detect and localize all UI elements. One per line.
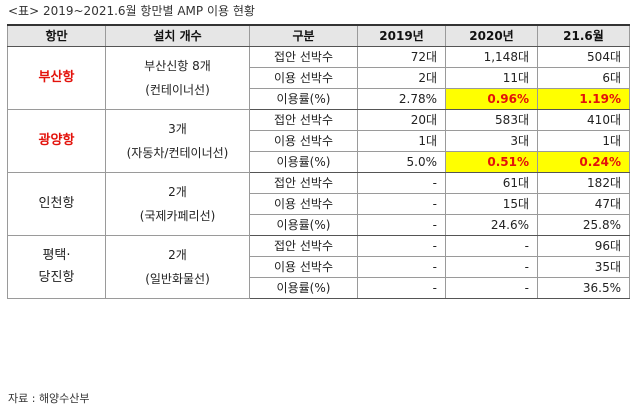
cell-21: 6대 xyxy=(537,67,630,89)
header-2021-jun: 21.6월 xyxy=(537,24,630,47)
cell-2020: 24.6% xyxy=(445,214,538,236)
amp-usage-table: 항만 설치 개수 구분 2019년 2020년 21.6월 부산항 부산신항 8… xyxy=(7,24,630,299)
table-row: 이용 선박수 - - 35대 xyxy=(8,256,630,278)
install-busan: 부산신항 8개 (컨테이너선) xyxy=(105,46,250,110)
cell-2019: - xyxy=(357,277,446,299)
cell-2019: - xyxy=(357,256,446,278)
port-name-line: 광양항 xyxy=(38,133,75,148)
cell-2020: 583대 xyxy=(445,109,538,131)
cell-2019: - xyxy=(357,193,446,215)
install-line: 부산신항 8개 xyxy=(144,59,211,73)
cell-21: 25.8% xyxy=(537,214,630,236)
row-label: 이용 선박수 xyxy=(249,193,358,215)
install-line: (국제카페리선) xyxy=(139,209,216,223)
row-label: 접안 선박수 xyxy=(249,109,358,131)
row-label: 이용 선박수 xyxy=(249,67,358,89)
install-line: (일반화물선) xyxy=(145,272,210,286)
row-label: 이용 선박수 xyxy=(249,130,358,152)
port-incheon: 인천항 xyxy=(7,172,106,236)
row-label: 접안 선박수 xyxy=(249,235,358,257)
port-gwangyang: 광양항 xyxy=(7,109,106,173)
cell-2019: 1대 xyxy=(357,130,446,152)
cell-2019: 2.78% xyxy=(357,88,446,110)
table-row: 광양항 3개 (자동차/컨테이너선) 접안 선박수 20대 583대 410대 xyxy=(7,109,630,173)
install-line: 2개 xyxy=(168,248,187,262)
highlighted-cell-2020: 0.51% xyxy=(445,151,538,173)
header-category: 구분 xyxy=(249,24,358,47)
row-label: 이용률(%) xyxy=(249,214,358,236)
cell-2019: 72대 xyxy=(357,46,446,68)
cell-21: 35대 xyxy=(537,256,630,278)
cell-2020: 15대 xyxy=(445,193,538,215)
cell-2019: 20대 xyxy=(357,109,446,131)
header-2020: 2020년 xyxy=(445,24,538,47)
cell-2019: - xyxy=(357,214,446,236)
install-incheon: 2개 (국제카페리선) xyxy=(105,172,250,236)
install-gwangyang: 3개 (자동차/컨테이너선) xyxy=(105,109,250,173)
port-name-line: 인천항 xyxy=(38,196,75,211)
port-name-line: 평택· xyxy=(42,248,71,263)
cell-2020: 1,148대 xyxy=(445,46,538,68)
port-pyeongtaek-dangjin: 평택· 당진항 xyxy=(7,235,106,299)
port-name-line: 부산항 xyxy=(38,70,75,85)
install-pyeongtaek-dangjin: 2개 (일반화물선) xyxy=(105,235,250,299)
highlighted-cell-2020: 0.96% xyxy=(445,88,538,110)
port-busan: 부산항 xyxy=(7,46,106,110)
install-line: (자동차/컨테이너선) xyxy=(126,146,229,160)
table-row: 평택· 당진항 2개 (일반화물선) 접안 선박수 - - 96대 xyxy=(7,235,630,299)
table-row: 인천항 2개 (국제카페리선) 접안 선박수 - 61대 182대 xyxy=(7,172,630,236)
table-caption: <표> 2019~2021.6월 항만별 AMP 이용 현황 xyxy=(8,4,255,18)
cell-2019: - xyxy=(357,235,446,257)
table-row: 이용률(%) - - 36.5% xyxy=(8,277,630,299)
table-row: 이용률(%) 2.78% 0.96% 1.19% xyxy=(8,88,630,110)
cell-2020: 3대 xyxy=(445,130,538,152)
header-install-count: 설치 개수 xyxy=(105,24,250,47)
cell-2019: 5.0% xyxy=(357,151,446,173)
table-row: 이용 선박수 1대 3대 1대 xyxy=(8,130,630,152)
header-port: 항만 xyxy=(7,24,106,47)
highlighted-cell-21: 0.24% xyxy=(537,151,630,173)
row-label: 이용률(%) xyxy=(249,277,358,299)
cell-2019: - xyxy=(357,172,446,194)
table-row: 부산항 부산신항 8개 (컨테이너선) 접안 선박수 72대 1,148대 504… xyxy=(7,46,630,110)
install-line: (컨테이너선) xyxy=(145,83,210,97)
cell-21: 47대 xyxy=(537,193,630,215)
source-note: 자료 : 해양수산부 xyxy=(8,392,90,405)
cell-21: 96대 xyxy=(537,235,630,257)
header-row: 항만 설치 개수 구분 2019년 2020년 21.6월 xyxy=(7,24,630,47)
row-label: 접안 선박수 xyxy=(249,46,358,68)
row-label: 접안 선박수 xyxy=(249,172,358,194)
cell-21: 410대 xyxy=(537,109,630,131)
row-label: 이용 선박수 xyxy=(249,256,358,278)
table-row: 이용률(%) - 24.6% 25.8% xyxy=(8,214,630,236)
install-line: 2개 xyxy=(168,185,187,199)
row-label: 이용률(%) xyxy=(249,151,358,173)
cell-2020: - xyxy=(445,277,538,299)
cell-21: 36.5% xyxy=(537,277,630,299)
cell-21: 182대 xyxy=(537,172,630,194)
highlighted-cell-21: 1.19% xyxy=(537,88,630,110)
cell-2019: 2대 xyxy=(357,67,446,89)
port-name-line: 당진항 xyxy=(38,270,75,285)
cell-2020: 11대 xyxy=(445,67,538,89)
cell-2020: - xyxy=(445,235,538,257)
header-2019: 2019년 xyxy=(357,24,446,47)
install-line: 3개 xyxy=(168,122,187,136)
row-label: 이용률(%) xyxy=(249,88,358,110)
cell-2020: 61대 xyxy=(445,172,538,194)
cell-2020: - xyxy=(445,256,538,278)
cell-21: 504대 xyxy=(537,46,630,68)
cell-21: 1대 xyxy=(537,130,630,152)
